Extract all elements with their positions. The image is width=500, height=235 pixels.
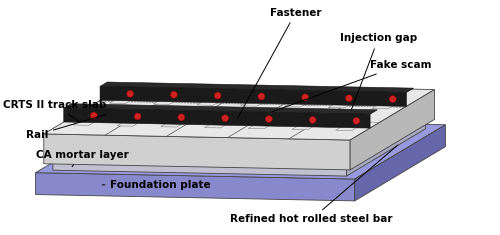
- Circle shape: [214, 92, 221, 99]
- Text: CRTS II track slab: CRTS II track slab: [2, 100, 106, 121]
- Polygon shape: [336, 121, 368, 130]
- Polygon shape: [354, 125, 446, 201]
- Text: Refined hot rolled steel bar: Refined hot rolled steel bar: [230, 145, 398, 224]
- Polygon shape: [204, 118, 236, 128]
- Polygon shape: [100, 82, 414, 93]
- Polygon shape: [117, 116, 149, 126]
- Polygon shape: [240, 96, 273, 106]
- Circle shape: [309, 117, 316, 123]
- Circle shape: [222, 115, 228, 122]
- Polygon shape: [248, 119, 280, 129]
- Polygon shape: [284, 97, 317, 107]
- Text: CA mortar layer: CA mortar layer: [36, 150, 128, 167]
- Polygon shape: [64, 104, 378, 114]
- Circle shape: [389, 96, 396, 102]
- Circle shape: [266, 116, 272, 122]
- Circle shape: [170, 91, 177, 98]
- Circle shape: [178, 114, 185, 121]
- Text: Fake scam: Fake scam: [272, 60, 431, 112]
- Polygon shape: [197, 95, 229, 105]
- Circle shape: [346, 95, 352, 102]
- Polygon shape: [44, 134, 350, 170]
- Circle shape: [126, 90, 134, 97]
- Circle shape: [258, 93, 265, 100]
- Text: Fastener: Fastener: [238, 8, 322, 118]
- Text: Foundation plate: Foundation plate: [102, 180, 211, 190]
- Polygon shape: [350, 90, 434, 170]
- Polygon shape: [36, 173, 354, 201]
- Polygon shape: [346, 121, 426, 176]
- Polygon shape: [100, 86, 406, 106]
- Polygon shape: [73, 115, 106, 125]
- Polygon shape: [53, 115, 426, 168]
- Polygon shape: [372, 99, 404, 109]
- Text: Injection gap: Injection gap: [340, 33, 417, 110]
- Circle shape: [302, 94, 308, 101]
- Polygon shape: [44, 83, 434, 140]
- Polygon shape: [292, 120, 324, 130]
- Polygon shape: [328, 98, 360, 108]
- Polygon shape: [36, 118, 446, 179]
- Circle shape: [90, 112, 98, 119]
- Polygon shape: [53, 162, 346, 176]
- Circle shape: [134, 113, 141, 120]
- Polygon shape: [64, 108, 370, 128]
- Polygon shape: [160, 117, 193, 127]
- Polygon shape: [153, 94, 186, 105]
- Circle shape: [353, 117, 360, 124]
- Polygon shape: [110, 94, 142, 104]
- Text: Rail: Rail: [26, 114, 106, 140]
